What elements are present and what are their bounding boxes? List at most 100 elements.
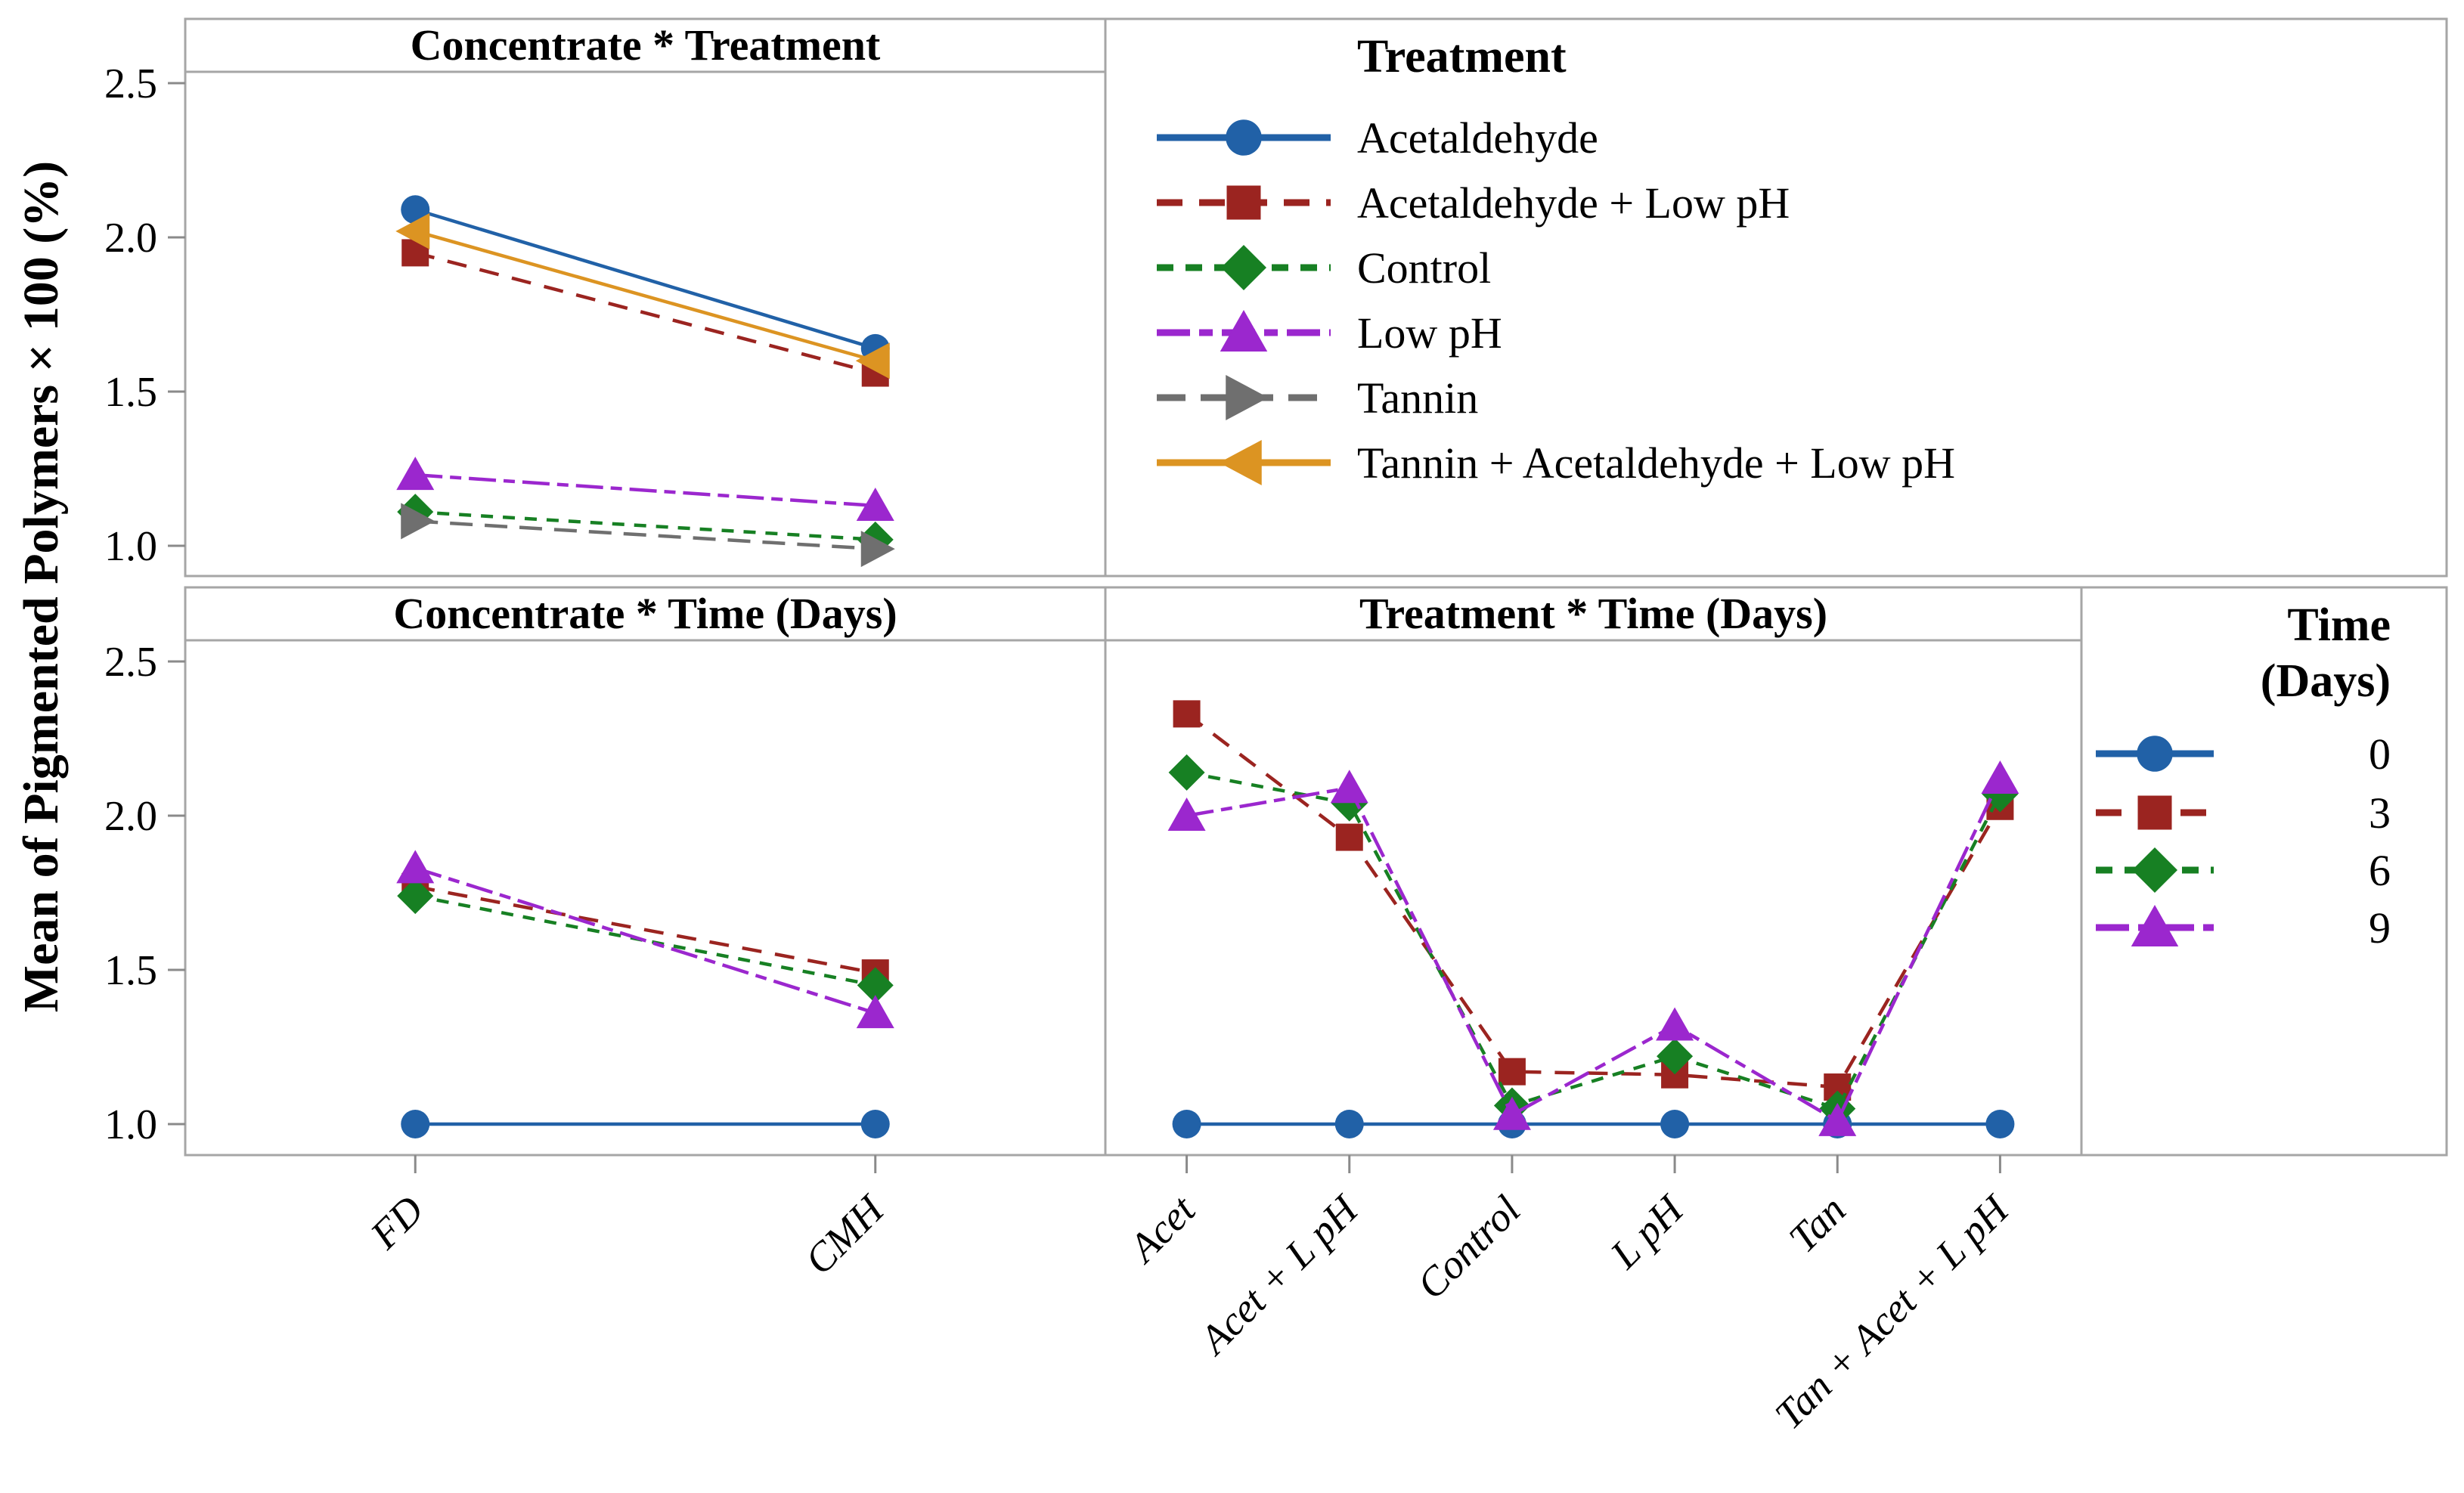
series-3 (401, 872, 889, 987)
x-tick-label-acet-l-ph: Acet + L pH (1189, 1185, 1368, 1364)
legend-entry-acetaldehyde-low-ph: Acetaldehyde + Low pH (1157, 178, 1790, 228)
series-line-9 (414, 866, 876, 1015)
legend-label-low-ph: Low pH (1357, 308, 1502, 358)
series-line-9 (1186, 778, 2002, 1124)
marker-low-ph (396, 457, 435, 491)
legend-entry-time-3: 3 (2096, 788, 2391, 838)
y-tick-label: 1.5 (104, 947, 157, 994)
legend-label-tannin: Tannin (1357, 373, 1478, 423)
legend-label-control: Control (1357, 243, 1491, 293)
series-line-3 (414, 884, 876, 975)
legend-time-title: Time (Days) (2102, 597, 2391, 709)
x-tick-label-control: Control (1409, 1187, 1530, 1308)
legend-label-time-0: 0 (2369, 729, 2391, 779)
series-0 (401, 1110, 890, 1138)
marker-6 (857, 967, 894, 1004)
panel-concentrate-time-days: FD CMH (184, 586, 1107, 1283)
series-3 (1173, 700, 2014, 1101)
marker-0 (1334, 1110, 1364, 1138)
marker-9 (1167, 798, 1206, 831)
legend-entry-tannin-acetaldehyde-low-ph: Tannin + Acetaldehyde + Low pH (1157, 438, 1955, 488)
marker-0 (1985, 1110, 2015, 1138)
legend-entry-time-9: 9 (2096, 903, 2391, 952)
series-9 (1167, 760, 2019, 1136)
marker-9 (1492, 1096, 1531, 1130)
legend-entry-tannin: Tannin (1157, 373, 1478, 423)
legend-entry-low-ph: Low pH (1157, 308, 1502, 358)
marker-tannin (860, 531, 895, 568)
series-line-tannin-acetaldehyde-low-ph (414, 229, 876, 363)
legend-marker-time-0 (2137, 736, 2173, 772)
series-6 (397, 878, 894, 1004)
legend-marker-time-6 (2132, 847, 2177, 893)
legend-entry-time-0: 0 (2096, 729, 2391, 779)
legend-entry-control: Control (1157, 243, 1491, 293)
legend-label-time-9: 9 (2369, 903, 2391, 952)
legend-time-title-line1: Time (2287, 599, 2391, 651)
series-low-ph (396, 457, 894, 521)
marker-tannin (401, 503, 435, 540)
series-line-acetaldehyde-low-ph (414, 251, 876, 375)
legend-treatment-border (1104, 17, 2448, 578)
panel-title-concentrate-time: Concentrate * Time (Days) (393, 589, 897, 638)
marker-9 (1330, 770, 1368, 804)
series-9 (396, 850, 894, 1029)
marker-0 (1660, 1110, 1690, 1138)
marker-9 (1818, 1102, 1857, 1136)
legend-marker-control (1221, 245, 1266, 290)
marker-9 (1981, 760, 2019, 795)
legend-label-time-3: 3 (2369, 788, 2391, 838)
marker-0 (860, 1110, 890, 1138)
panel-border (1104, 586, 2083, 1157)
x-tick-label-l-ph: L pH (1601, 1185, 1694, 1278)
marker-6 (397, 878, 434, 915)
legend-marker-acetaldehyde-low-ph (1226, 185, 1261, 220)
series-line-6 (1186, 770, 2002, 1111)
marker-0 (401, 1110, 430, 1138)
legend-time-border (2080, 586, 2448, 1157)
series-0 (1172, 1110, 2015, 1138)
series-line-control (415, 510, 876, 542)
legend-marker-time-9 (2131, 905, 2179, 946)
panel-concentrate-treatment (184, 17, 1107, 578)
legend-treatment-title: Treatment (1357, 31, 1567, 82)
legend-marker-tannin-acetaldehyde-low-ph (1219, 440, 1262, 485)
legend-entry-time-6: 6 (2096, 846, 2391, 895)
panel-border (184, 586, 1107, 1157)
legend-time-title-line2: (Days) (2260, 655, 2391, 707)
x-tick-label-cmh: CMH (796, 1185, 894, 1283)
series-line-3 (1186, 712, 2002, 1089)
marker-9 (1656, 1007, 1694, 1041)
series-line-tannin (415, 519, 876, 551)
x-tick-label-fd: FD (361, 1187, 432, 1258)
series-line-low-ph (415, 472, 876, 508)
panel-title-treatment-time: Treatment * Time (Days) (1359, 589, 1828, 638)
series-tannin-acetaldehyde-low-ph (395, 212, 890, 379)
legend-label-acetaldehyde-low-ph: Acetaldehyde + Low pH (1357, 178, 1790, 228)
marker-3 (1173, 700, 1201, 728)
y-tick-label: 2.0 (104, 215, 157, 262)
series-acetaldehyde (401, 195, 890, 363)
marker-acetaldehyde (401, 195, 430, 225)
x-tick-label-tan: Tan (1780, 1187, 1854, 1261)
legend-label-tannin-acetaldehyde-low-ph: Tannin + Acetaldehyde + Low pH (1357, 438, 1955, 488)
legend-marker-low-ph (1220, 310, 1268, 352)
series-line-acetaldehyde (414, 208, 876, 351)
marker-3 (1498, 1058, 1526, 1086)
legend-time: 0 3 6 9 (2080, 586, 2448, 1157)
marker-tannin-acetaldehyde-low-ph (395, 212, 430, 249)
marker-low-ph (856, 487, 894, 521)
x-tick-label-acet: Acet (1119, 1186, 1205, 1272)
y-tick-label: 1.0 (104, 523, 157, 570)
marker-6 (1168, 754, 1205, 791)
legend-label-acetaldehyde: Acetaldehyde (1357, 113, 1598, 163)
series-tannin (401, 503, 895, 568)
marker-tannin-acetaldehyde-low-ph (855, 342, 890, 379)
panel-title-concentrate-treatment: Concentrate * Treatment (410, 20, 881, 70)
legend-marker-tannin (1226, 375, 1269, 420)
y-tick-label: 2.5 (104, 60, 157, 107)
legend-treatment: Acetaldehyde Acetaldehyde + Low pH Control… (1104, 17, 2448, 578)
